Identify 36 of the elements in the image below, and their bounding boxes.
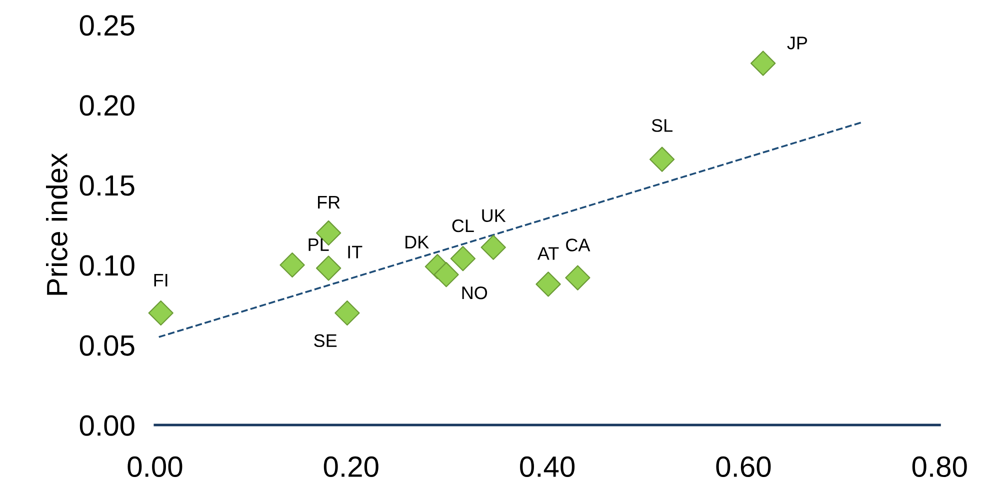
y-tick-label: 0.10: [80, 255, 134, 276]
annotation: JP: [787, 36, 808, 50]
annotation: UK: [482, 209, 506, 222]
x-tick-label: 0.40: [520, 456, 575, 478]
y-tick-label: 0.15: [80, 175, 134, 196]
annotation: IT: [348, 246, 362, 258]
annotation: AT: [537, 247, 559, 260]
point: [434, 262, 459, 288]
annotation: FR: [318, 196, 340, 208]
y-tick-label: 0.20: [80, 95, 134, 116]
point: [536, 272, 561, 297]
point: [480, 234, 506, 260]
annotation: PL: [308, 238, 329, 251]
annotation: CL: [452, 219, 474, 232]
annotation: CA: [566, 238, 590, 252]
x-tick-label: 0.80: [912, 456, 967, 478]
point: [649, 146, 675, 172]
y-tick-label: 0.25: [80, 15, 134, 36]
annotation: FI: [154, 274, 168, 286]
x-tick-label: 0.20: [324, 456, 378, 478]
annotation: SL: [652, 119, 672, 132]
x-tick-label: 0.60: [716, 456, 771, 478]
point: [565, 265, 590, 290]
point: [450, 246, 476, 272]
x-tick-label: 0.00: [128, 456, 182, 478]
annotation: NO: [462, 286, 488, 300]
y-axis-title: Price index: [46, 153, 68, 295]
y-tick-label: 0.05: [80, 335, 134, 356]
point: [316, 256, 342, 281]
point: [280, 252, 305, 278]
point: [750, 50, 776, 76]
point: [148, 300, 174, 326]
point: [334, 300, 360, 326]
y-tick-label: 0.00: [80, 415, 134, 436]
annotation: SE: [314, 334, 337, 348]
annotation: DK: [406, 236, 429, 248]
